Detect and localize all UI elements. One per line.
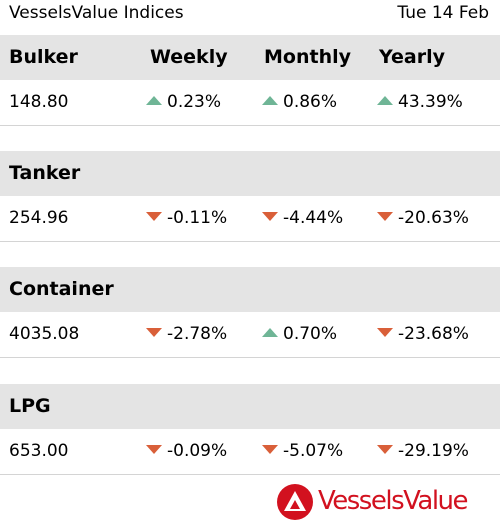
yearly-change: 43.39% [377,80,463,125]
index-row: 653.00 -0.09% -5.07% -29.19% [0,429,500,475]
monthly-change: 0.86% [262,80,337,125]
triangle-up-icon [262,95,278,105]
yearly-change: -23.68% [377,312,469,357]
section-name: LPG [9,395,51,417]
yearly-change: -29.19% [377,429,469,474]
index-row: 4035.08 -2.78% 0.70% -23.68% [0,312,500,358]
logo-wordmark: VesselsValue [318,486,469,516]
section-header: Bulker Weekly Monthly Yearly [0,35,500,80]
triangle-down-icon [146,444,162,454]
index-value: 148.80 [9,92,69,112]
triangle-down-icon [262,211,278,221]
triangle-down-icon [377,444,393,454]
weekly-change: 0.23% [146,80,221,125]
monthly-change: 0.70% [262,312,337,357]
index-row: 254.96 -0.11% -4.44% -20.63% [0,196,500,242]
column-header-weekly: Weekly [150,46,228,68]
triangle-down-icon [377,211,393,221]
monthly-change: -4.44% [262,196,343,241]
widget-header: VesselsValue Indices Tue 14 Feb [0,0,500,30]
weekly-change: -0.09% [146,429,227,474]
index-row: 148.80 0.23% 0.86% 43.39% [0,80,500,126]
triangle-down-icon [146,327,162,337]
triangle-down-icon [262,444,278,454]
triangle-down-icon [377,327,393,337]
triangle-up-icon [146,95,162,105]
triangle-up-icon [377,95,393,105]
weekly-change: -0.11% [146,196,227,241]
vesselsvalue-logo-icon [277,484,313,520]
section-name: Container [9,278,114,300]
section-header: LPG [0,384,500,429]
column-header-yearly: Yearly [379,46,445,68]
index-value: 4035.08 [9,324,80,344]
triangle-down-icon [146,211,162,221]
vesselsvalue-logo[interactable]: VesselsValue [277,484,487,522]
section-header: Container [0,267,500,312]
widget-date: Tue 14 Feb [397,3,489,23]
widget-title: VesselsValue Indices [9,3,184,23]
yearly-change: -20.63% [377,196,469,241]
index-value: 653.00 [9,441,69,461]
triangle-up-icon [262,327,278,337]
section-name: Tanker [9,162,81,184]
column-header-monthly: Monthly [264,46,351,68]
monthly-change: -5.07% [262,429,343,474]
section-name: Bulker [9,46,78,68]
weekly-change: -2.78% [146,312,227,357]
index-value: 254.96 [9,208,69,228]
section-header: Tanker [0,151,500,196]
